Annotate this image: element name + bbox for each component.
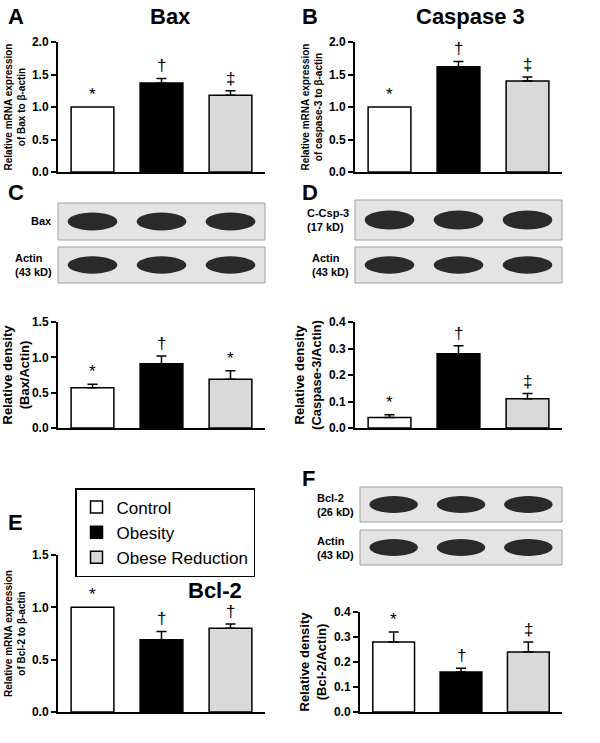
svg-text:Actin(43 kD): Actin(43 kD) bbox=[317, 535, 354, 561]
svg-text:0.0: 0.0 bbox=[334, 705, 351, 719]
svg-text:D: D bbox=[302, 180, 318, 205]
svg-text:†: † bbox=[454, 324, 463, 343]
svg-text:‡: ‡ bbox=[523, 55, 532, 74]
svg-text:1.5: 1.5 bbox=[32, 548, 49, 562]
svg-text:0.5: 0.5 bbox=[32, 653, 49, 667]
svg-text:0.4: 0.4 bbox=[329, 315, 346, 329]
svg-text:Relative density(Bcl-2/Actin): Relative density(Bcl-2/Actin) bbox=[297, 612, 329, 712]
svg-text:Obesity: Obesity bbox=[117, 524, 175, 543]
svg-text:Bcl-2: Bcl-2 bbox=[188, 578, 242, 603]
svg-text:1.0: 1.0 bbox=[32, 100, 49, 114]
svg-text:0.3: 0.3 bbox=[329, 342, 346, 356]
svg-text:Actin(43 kD): Actin(43 kD) bbox=[15, 252, 52, 278]
svg-text:A: A bbox=[8, 4, 24, 29]
svg-text:Relative mRNA expressionof Bcl: Relative mRNA expressionof Bcl-2 to β-ac… bbox=[3, 570, 27, 697]
svg-text:1.5: 1.5 bbox=[329, 68, 346, 82]
svg-text:Actin(43 kD): Actin(43 kD) bbox=[312, 252, 349, 278]
svg-text:†: † bbox=[454, 39, 463, 58]
svg-text:0.0: 0.0 bbox=[32, 705, 49, 719]
svg-text:†: † bbox=[226, 602, 235, 621]
svg-text:1.0: 1.0 bbox=[32, 601, 49, 615]
svg-text:0.0: 0.0 bbox=[329, 421, 346, 435]
svg-text:E: E bbox=[8, 510, 23, 535]
svg-text:*: * bbox=[390, 610, 397, 629]
svg-text:*: * bbox=[89, 362, 96, 381]
svg-text:0.2: 0.2 bbox=[334, 655, 351, 669]
svg-text:*: * bbox=[89, 585, 96, 604]
svg-text:‡: ‡ bbox=[226, 69, 235, 88]
svg-text:†: † bbox=[157, 609, 166, 628]
svg-text:2.0: 2.0 bbox=[32, 35, 49, 49]
svg-text:Bcl-2(26 kD): Bcl-2(26 kD) bbox=[317, 492, 354, 518]
svg-text:*: * bbox=[227, 349, 234, 368]
svg-text:Relative mRNA expressionof Bax: Relative mRNA expressionof Bax to β-acti… bbox=[3, 44, 27, 171]
svg-text:0.0: 0.0 bbox=[329, 165, 346, 179]
svg-text:0.5: 0.5 bbox=[32, 133, 49, 147]
svg-text:0.4: 0.4 bbox=[334, 605, 351, 619]
svg-text:Control: Control bbox=[117, 499, 172, 518]
svg-text:0.5: 0.5 bbox=[329, 133, 346, 147]
svg-text:Relative density(Bax/Actin): Relative density(Bax/Actin) bbox=[0, 325, 32, 425]
svg-text:1.5: 1.5 bbox=[32, 68, 49, 82]
svg-text:1.5: 1.5 bbox=[32, 315, 49, 329]
svg-text:0.0: 0.0 bbox=[32, 421, 49, 435]
svg-text:‡: ‡ bbox=[524, 620, 533, 639]
svg-text:†: † bbox=[157, 334, 166, 353]
svg-text:†: † bbox=[457, 646, 466, 665]
svg-text:0.0: 0.0 bbox=[32, 165, 49, 179]
svg-text:0.2: 0.2 bbox=[329, 368, 346, 382]
svg-text:0.1: 0.1 bbox=[334, 680, 351, 694]
svg-text:1.0: 1.0 bbox=[32, 351, 49, 365]
svg-text:Obese Reduction: Obese Reduction bbox=[117, 549, 248, 568]
svg-text:Bax: Bax bbox=[31, 215, 52, 227]
svg-text:‡: ‡ bbox=[523, 372, 532, 391]
svg-text:*: * bbox=[89, 85, 96, 104]
svg-text:Relative density(Caspase-3/Act: Relative density(Caspase-3/Actin) bbox=[292, 320, 324, 430]
svg-text:Caspase 3: Caspase 3 bbox=[416, 4, 525, 29]
svg-text:0.3: 0.3 bbox=[334, 630, 351, 644]
svg-text:0.5: 0.5 bbox=[32, 386, 49, 400]
svg-text:F: F bbox=[302, 466, 315, 491]
svg-text:2.0: 2.0 bbox=[329, 35, 346, 49]
svg-text:0.1: 0.1 bbox=[329, 395, 346, 409]
svg-text:C-Csp-3(17 kD): C-Csp-3(17 kD) bbox=[307, 207, 349, 233]
svg-text:*: * bbox=[386, 85, 393, 104]
svg-text:B: B bbox=[302, 4, 318, 29]
svg-text:*: * bbox=[386, 393, 393, 412]
svg-text:1.0: 1.0 bbox=[329, 100, 346, 114]
svg-text:Relative mRNA expressionof cas: Relative mRNA expressionof caspase-3 to … bbox=[300, 44, 324, 171]
svg-text:C: C bbox=[8, 180, 24, 205]
svg-text:†: † bbox=[157, 56, 166, 75]
svg-text:Bax: Bax bbox=[150, 4, 191, 29]
